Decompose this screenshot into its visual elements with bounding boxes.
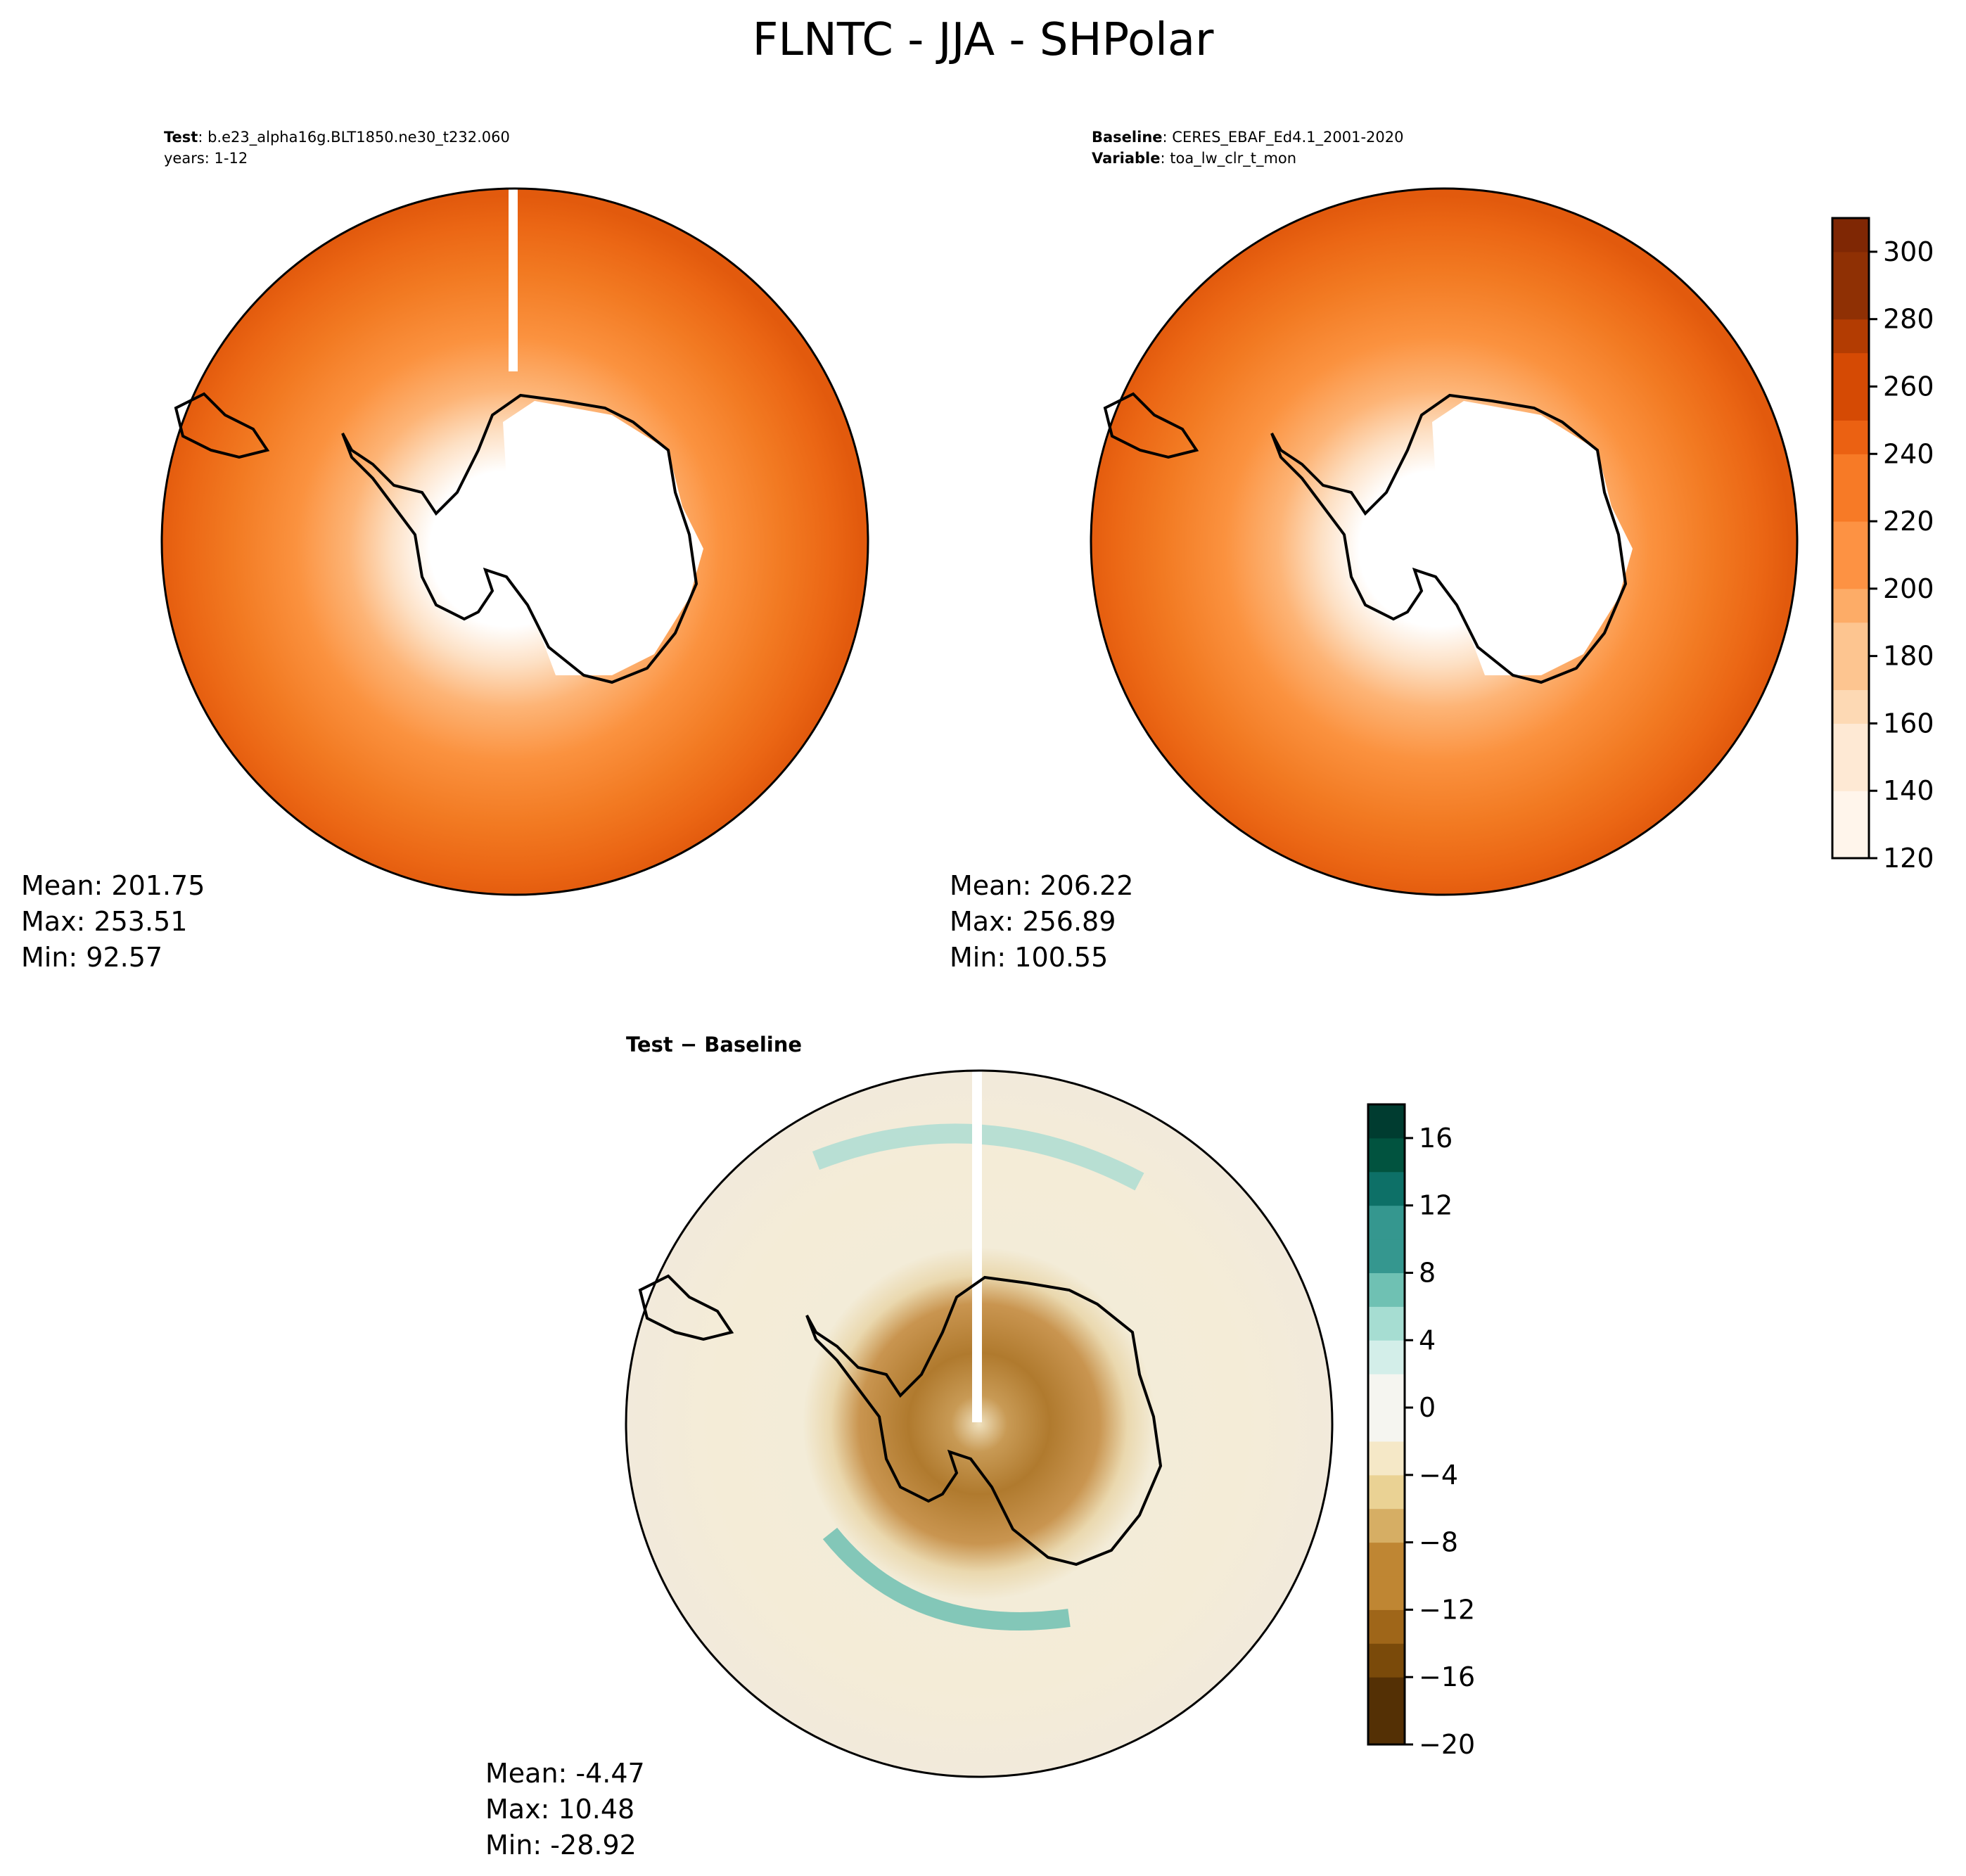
brbg-colorbar-swatch: [1368, 1171, 1405, 1206]
oranges-colorbar-swatch: [1832, 319, 1869, 354]
oranges-colorbar-swatch: [1832, 689, 1869, 724]
oranges-colorbar-tick-label: 260: [1883, 371, 1934, 402]
oranges-colorbar-swatch: [1832, 218, 1869, 253]
oranges-colorbar-swatch: [1832, 824, 1869, 859]
diff-map-border: [625, 1069, 1334, 1778]
oranges-colorbar-swatch: [1832, 554, 1869, 589]
test-case: b.e23_alpha16g.BLT1850.ne30_t232.060: [208, 129, 510, 146]
oranges-colorbar-swatch: [1832, 622, 1869, 657]
oranges-colorbar-tick-label: 300: [1883, 236, 1934, 267]
oranges-colorbar-tick-label: 240: [1883, 438, 1934, 469]
test-coastline: [174, 392, 698, 684]
brbg-colorbar-swatch: [1368, 1677, 1405, 1711]
oranges-colorbar-swatch: [1832, 386, 1869, 421]
test-max: Max: 253.51: [21, 906, 188, 937]
baseline-stats: Mean: 206.22 Max: 256.89 Min: 100.55: [950, 868, 1133, 976]
brbg-colorbar-tick-label: −4: [1419, 1460, 1458, 1491]
oranges-colorbar-border: [1831, 217, 1870, 860]
baseline-case: CERES_EBAF_Ed4.1_2001-2020: [1172, 129, 1404, 146]
test-map-border: [160, 187, 869, 896]
brbg-colorbar-swatch: [1368, 1408, 1405, 1442]
brbg-colorbar-border: [1367, 1103, 1406, 1746]
oranges-colorbar-swatch: [1832, 251, 1869, 286]
brbg-colorbar-swatch: [1368, 1643, 1405, 1678]
oranges-colorbar-swatch: [1832, 656, 1869, 691]
oranges-colorbar-swatch: [1832, 723, 1869, 758]
oranges-colorbar-tick-label: 160: [1883, 708, 1934, 739]
diff-map-fill: [626, 1071, 1332, 1777]
brbg-colorbar-swatch: [1368, 1239, 1405, 1273]
test-map-fill: [162, 189, 868, 895]
colorbar-brbg: −20 −16 −12 −8 −4 0 4 8 12 16: [1367, 1103, 1475, 1760]
baseline-mean: Mean: 206.22: [950, 870, 1134, 901]
brbg-colorbar-swatch: [1368, 1137, 1405, 1173]
brbg-colorbar-swatch: [1368, 1374, 1405, 1408]
oranges-colorbar-tick-label: 140: [1883, 775, 1934, 806]
baseline-label: Baseline: [1092, 129, 1163, 146]
test-mean: Mean: 201.75: [21, 870, 205, 901]
oranges-colorbar-swatch: [1832, 285, 1869, 320]
diff-stats: Mean: -4.47 Max: 10.48 Min: -28.92: [485, 1756, 645, 1863]
brbg-colorbar-swatch: [1368, 1205, 1405, 1240]
oranges-colorbar-swatch: [1832, 420, 1869, 454]
colorbar-oranges: 120 140 160 180 200 220 240 260 280 300: [1831, 217, 1934, 874]
baseline-header: Baseline: CERES_EBAF_Ed4.1_2001-2020 Var…: [1092, 129, 1404, 167]
brbg-colorbar-tick-label: 0: [1419, 1392, 1436, 1423]
oranges-colorbar-tick-label: 280: [1883, 304, 1934, 335]
test-header: Test: b.e23_alpha16g.BLT1850.ne30_t232.0…: [164, 127, 510, 169]
oranges-colorbar-tick-label: 220: [1883, 506, 1934, 537]
brbg-colorbar-swatch: [1368, 1272, 1405, 1307]
diff-max: Max: 10.48: [485, 1794, 635, 1825]
oranges-colorbar-swatch: [1832, 454, 1869, 488]
oranges-colorbar-swatch: [1832, 352, 1869, 387]
test-min: Min: 92.57: [21, 942, 163, 973]
brbg-colorbar-swatch: [1368, 1474, 1405, 1510]
baseline-map-border: [1090, 187, 1799, 896]
brbg-colorbar-tick-label: 16: [1419, 1123, 1453, 1154]
baseline-map-fill: [1091, 189, 1797, 895]
brbg-colorbar-swatch: [1368, 1576, 1405, 1610]
oranges-colorbar-tick-label: 180: [1883, 641, 1934, 672]
oranges-colorbar-swatch: [1832, 487, 1869, 522]
oranges-colorbar-swatch: [1832, 588, 1869, 623]
brbg-colorbar-tick-label: 8: [1419, 1257, 1436, 1288]
brbg-colorbar-swatch: [1368, 1340, 1405, 1374]
brbg-colorbar-tick-label: −16: [1419, 1661, 1475, 1692]
brbg-colorbar-swatch: [1368, 1508, 1405, 1543]
oranges-colorbar-tick-label: 120: [1883, 843, 1934, 874]
diff-min: Min: -28.92: [485, 1830, 637, 1861]
brbg-colorbar-swatch: [1368, 1441, 1405, 1476]
brbg-colorbar-swatch: [1368, 1104, 1405, 1139]
brbg-colorbar-tick-label: −8: [1419, 1527, 1458, 1558]
oranges-colorbar-swatch: [1832, 791, 1869, 825]
baseline-variable: toa_lw_clr_t_mon: [1170, 150, 1297, 167]
brbg-colorbar-tick-label: −20: [1419, 1729, 1475, 1760]
diff-mean: Mean: -4.47: [485, 1758, 645, 1789]
diff-title: Test − Baseline: [626, 1033, 803, 1057]
test-stats: Mean: 201.75 Max: 253.51 Min: 92.57: [21, 868, 205, 976]
test-years: years: 1-12: [164, 150, 248, 167]
oranges-colorbar-swatch: [1832, 757, 1869, 791]
brbg-colorbar-swatch: [1368, 1609, 1405, 1644]
figure-title: FLNTC - JJA - SHPolar: [752, 14, 1214, 66]
brbg-colorbar-tick-label: 4: [1419, 1325, 1436, 1355]
brbg-colorbar-tick-label: 12: [1419, 1190, 1453, 1221]
baseline-coastline: [1103, 392, 1628, 684]
brbg-colorbar-swatch: [1368, 1306, 1405, 1341]
oranges-colorbar-swatch: [1832, 521, 1869, 556]
baseline-variable-label: Variable: [1092, 150, 1161, 167]
oranges-colorbar-tick-label: 200: [1883, 573, 1934, 604]
brbg-colorbar-tick-label: −12: [1419, 1594, 1475, 1625]
baseline-min: Min: 100.55: [950, 942, 1109, 973]
brbg-colorbar-swatch: [1368, 1542, 1405, 1577]
test-label: Test: [164, 129, 198, 146]
diff-coastline: [638, 1274, 1163, 1566]
brbg-colorbar-swatch: [1368, 1711, 1405, 1745]
baseline-max: Max: 256.89: [950, 906, 1116, 937]
